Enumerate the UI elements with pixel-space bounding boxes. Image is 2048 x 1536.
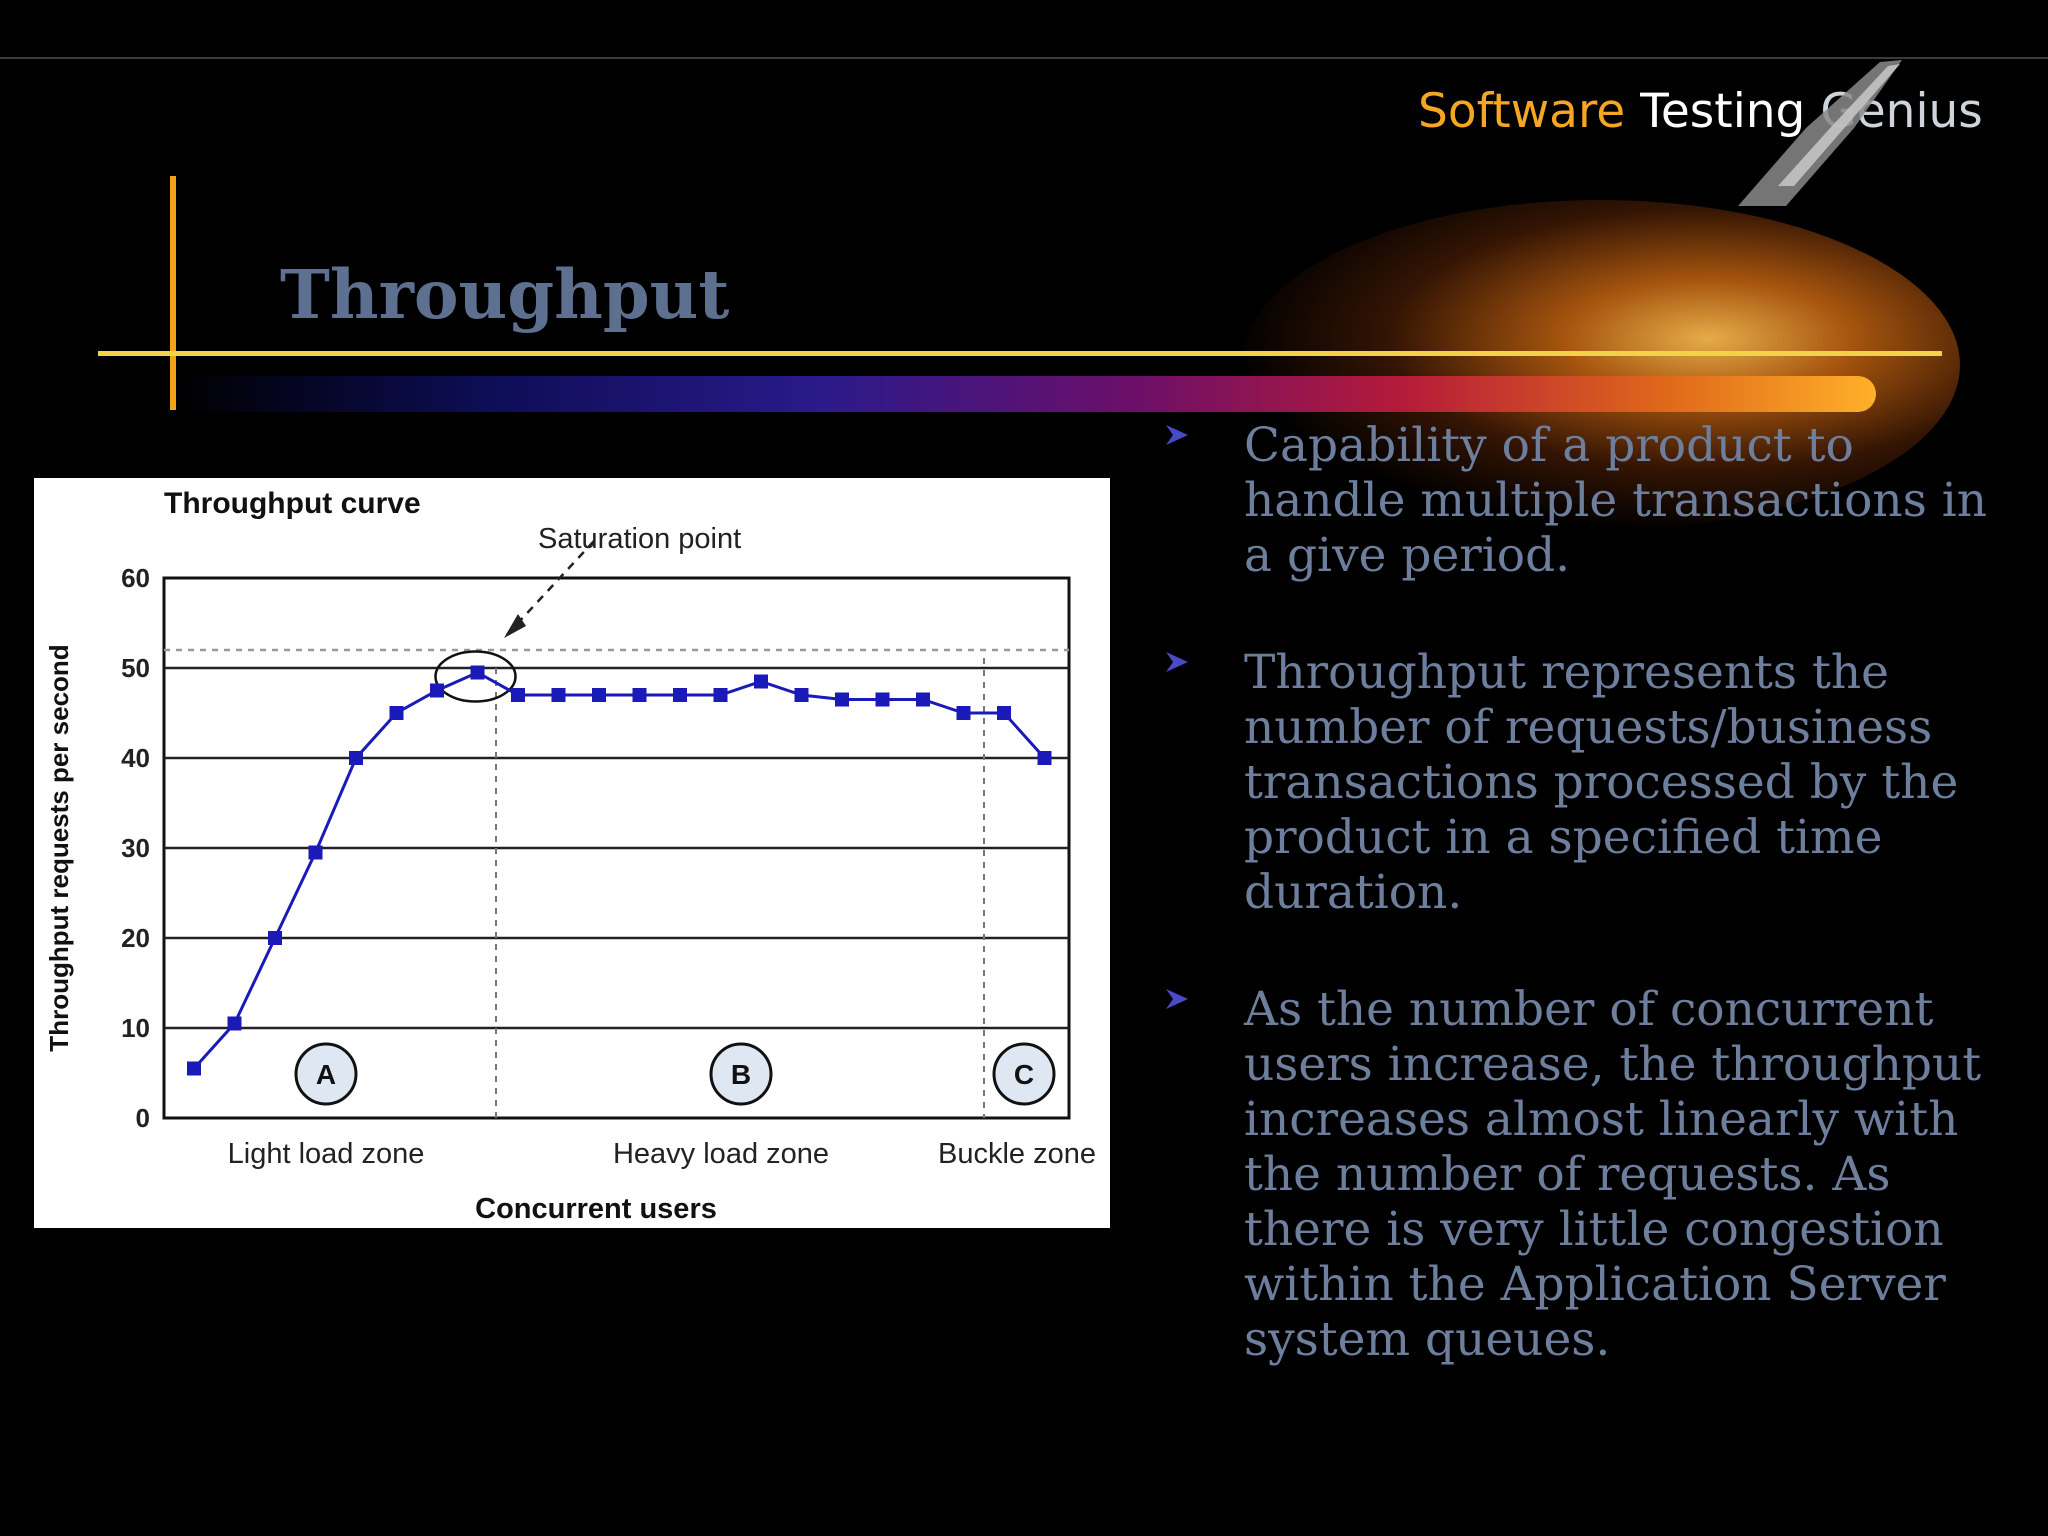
data-point (632, 688, 647, 702)
data-point (268, 931, 282, 945)
data-point (916, 692, 930, 707)
arrow-bullet-icon (1166, 425, 1188, 445)
grid-layer (162, 576, 1071, 1120)
saturation-ellipse (434, 650, 517, 703)
saturation-arrow-head (504, 614, 526, 638)
accent-vertical-line (170, 176, 176, 410)
bullet-item: As the number of concurrent users increa… (1160, 982, 2010, 1367)
zone-layer: A B C (294, 650, 1056, 1118)
orange-glow-decoration (1240, 200, 1960, 530)
zone-marker-circle (992, 1042, 1056, 1106)
data-point (551, 688, 566, 702)
series-line (192, 670, 1046, 1070)
series-layer (187, 665, 1052, 1076)
bullet-text: As the number of concurrent users increa… (1244, 982, 1982, 1367)
bullet-text: Capability of a product to handle multip… (1244, 418, 1988, 583)
saturation-point-label: Saturation point (538, 523, 741, 555)
chart-title: Throughput curve (164, 487, 421, 520)
zone-label: Heavy load zone (613, 1138, 829, 1170)
data-point (430, 683, 444, 698)
zone-marker-letter: C (1014, 1059, 1034, 1090)
y-axis-label: Throughput requests per second (44, 644, 74, 1051)
data-point (592, 688, 606, 702)
bullet-text: Throughput represents the number of requ… (1244, 645, 1959, 920)
label-layer: 0 10 20 30 40 50 60 Light load zone Heavy load z… (44, 487, 1096, 1225)
zone-marker-letter: B (731, 1059, 751, 1090)
y-tick-label: 20 (121, 923, 150, 953)
throughput-chart: A B C 0 10 20 30 40 50 60 Light load zone Heavy lo… (44, 487, 1096, 1225)
slide-title: Throughput (280, 255, 730, 334)
arrow-bullet-icon (1166, 652, 1188, 672)
y-tick-label: 40 (121, 743, 150, 773)
data-point (835, 692, 849, 707)
data-point (956, 706, 971, 720)
y-tick-label: 60 (121, 563, 150, 593)
y-tick-label: 10 (121, 1013, 150, 1043)
data-point (470, 665, 485, 680)
zone-marker-letter: A (316, 1059, 336, 1090)
accent-horizontal-line (98, 351, 1942, 356)
data-point (673, 688, 687, 702)
gradient-bar (176, 376, 1876, 412)
top-divider (0, 57, 2048, 59)
data-point (875, 692, 890, 707)
zone-marker-circle (709, 1042, 773, 1106)
data-point (349, 751, 363, 765)
logo-word-testing: Testing (1640, 84, 1806, 139)
data-point (187, 1061, 201, 1076)
zone-marker-circle (294, 1042, 358, 1106)
zone-label: Buckle zone (938, 1138, 1096, 1170)
data-point (997, 706, 1011, 720)
data-point (227, 1016, 242, 1031)
y-tick-label: 0 (136, 1103, 150, 1133)
data-point (308, 845, 323, 860)
logo-word-software: Software (1418, 84, 1626, 139)
y-tick-label: 50 (121, 653, 150, 683)
x-axis-label: Concurrent users (475, 1193, 717, 1225)
bullet-list: Capability of a product to handle multip… (1160, 418, 2010, 1429)
data-point (754, 674, 768, 689)
bullet-item: Throughput represents the number of requ… (1160, 645, 2010, 920)
data-point (389, 706, 404, 720)
bullet-item: Capability of a product to handle multip… (1160, 418, 2010, 583)
logo-swoosh-icon (1738, 60, 1902, 206)
data-point (794, 688, 809, 702)
chart-panel: A B C 0 10 20 30 40 50 60 Light load zone Heavy lo… (34, 478, 1110, 1228)
data-point (1037, 751, 1052, 765)
y-tick-label: 30 (121, 833, 150, 863)
data-point (511, 688, 525, 702)
logo: Software Testing Genius (1418, 60, 2028, 206)
data-point (713, 688, 728, 702)
zone-label: Light load zone (228, 1138, 425, 1170)
arrow-bullet-icon (1166, 989, 1188, 1009)
